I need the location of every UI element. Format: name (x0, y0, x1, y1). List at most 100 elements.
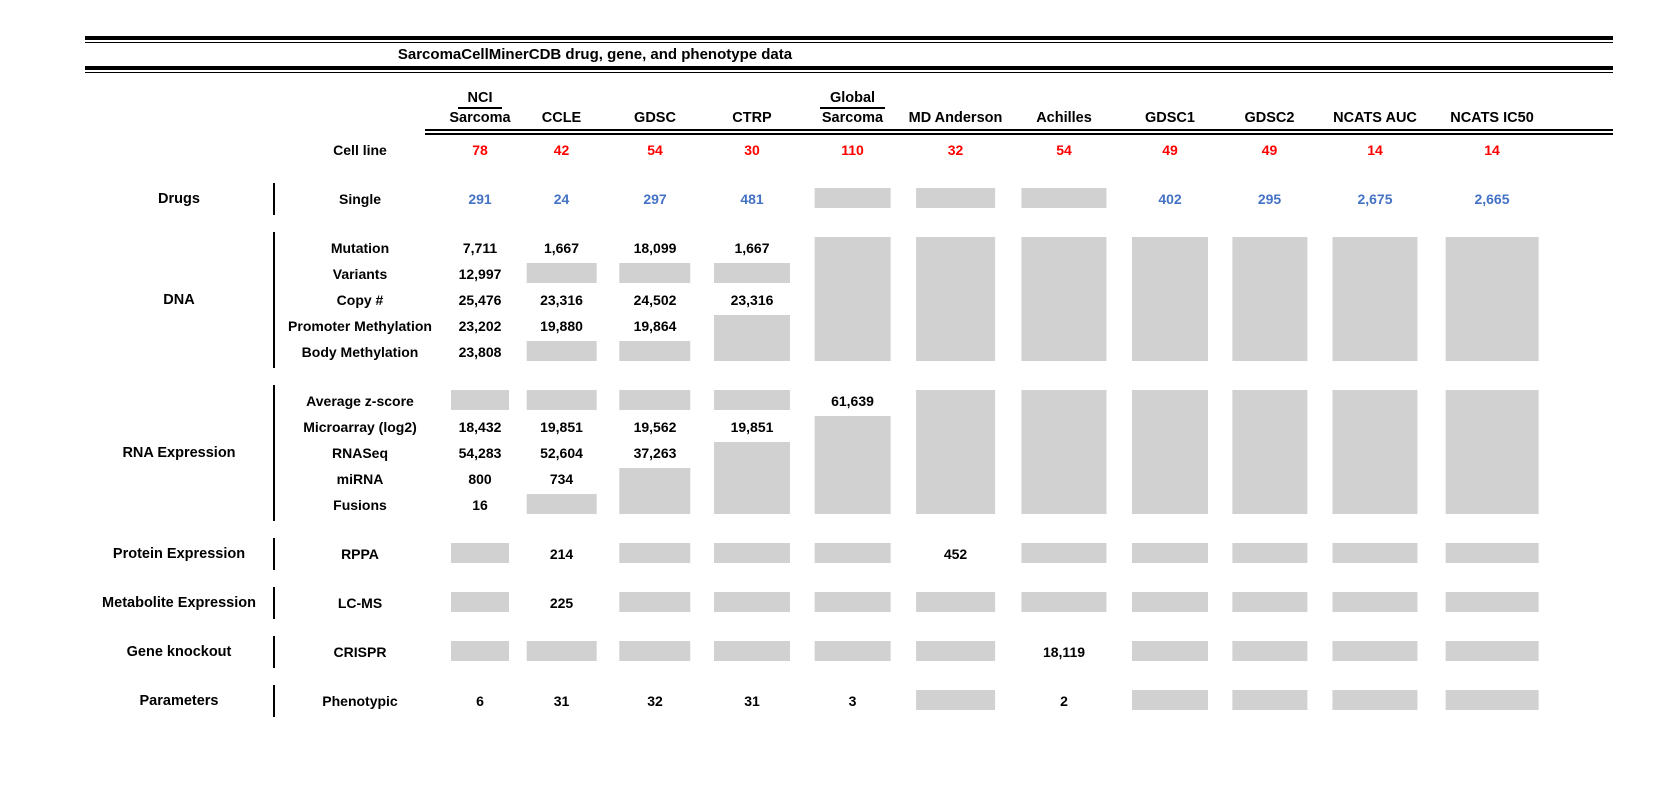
data-cell (515, 388, 608, 414)
section-divider (273, 232, 275, 368)
missing-data-box (1332, 690, 1418, 710)
section-dna: DNA Mutation 7,711 1,667 18,099 1,667 Variants… (85, 232, 1613, 368)
data-cell (1008, 287, 1120, 313)
data-cell (1319, 287, 1431, 313)
data-cell (515, 261, 608, 287)
data-cell (1431, 466, 1553, 492)
missing-data-box (619, 263, 691, 283)
missing-data-box (451, 543, 509, 563)
table-row: Promoter Methylation 23,202 19,880 19,864 (275, 313, 1553, 361)
missing-data-box (814, 543, 891, 563)
data-cell (1008, 590, 1120, 616)
data-cell: 61,639 (831, 393, 874, 409)
data-cell: 402 (1158, 191, 1182, 207)
data-cell: 32 (647, 693, 663, 709)
column-header-label: NCATS AUC (1333, 110, 1417, 126)
row-cells: 12,997 (445, 261, 1553, 287)
data-cell (1120, 313, 1220, 339)
column-header-label: CTRP (732, 110, 772, 126)
data-cell (1431, 492, 1553, 518)
column-header-gdsc2: GDSC2 (1220, 89, 1319, 127)
missing-data-box (451, 592, 509, 612)
data-cell (1008, 339, 1120, 365)
missing-data-box (915, 592, 996, 612)
data-cell: 3 (848, 693, 857, 709)
column-header-gdsc: GDSC (608, 89, 702, 127)
data-cell: 295 (1257, 191, 1282, 207)
data-cell (608, 339, 702, 365)
missing-data-box (619, 641, 691, 661)
data-cell (802, 235, 903, 361)
data-cell (608, 590, 702, 616)
missing-data-box (619, 390, 691, 410)
data-cell (802, 186, 903, 212)
row-cells: 214 452 (445, 541, 1553, 567)
row-cells: 18,432 19,851 19,562 19,851 (445, 414, 1553, 514)
data-cell (903, 466, 1008, 492)
missing-data-box (714, 442, 790, 514)
table-row: Mutation 7,711 1,667 18,099 1,667 (275, 235, 1553, 361)
data-cell (903, 440, 1008, 466)
cell-line-row: Cell line 78 42 54 30 110 32 54 49 49 14 14 (85, 137, 1613, 163)
data-cell (903, 388, 1008, 514)
missing-data-box (1445, 543, 1539, 563)
missing-data-box (915, 237, 996, 361)
data-cell (1431, 235, 1553, 361)
section-drugs: Drugs Single 291 24 297 481 402 295 2,675 2,665 (85, 183, 1613, 215)
category-label: Parameters (139, 693, 219, 709)
column-header-ccle: CCLE (515, 89, 608, 127)
data-cell (903, 313, 1008, 339)
data-cell (702, 440, 802, 514)
row-label: Copy # (336, 292, 384, 308)
data-cell (608, 541, 702, 567)
missing-data-box (526, 390, 597, 410)
data-cell (802, 313, 903, 339)
data-cell (1120, 339, 1220, 365)
missing-data-box (451, 641, 509, 661)
section-rows: Average z-score 61,639 Microarray (log2) 18… (275, 388, 1553, 518)
data-cell (1120, 235, 1220, 361)
section-rows: Single 291 24 297 481 402 295 2,675 2,665 (275, 186, 1553, 212)
header-rule (425, 129, 1613, 135)
missing-data-box (714, 543, 790, 563)
data-cell: 2,675 (1357, 191, 1393, 207)
data-cell (1319, 313, 1431, 339)
missing-data-box (1332, 237, 1418, 361)
row-cells: 225 (445, 590, 1553, 616)
data-cell: 18,432 (458, 419, 502, 435)
missing-data-box (1445, 237, 1539, 361)
data-cell (1319, 440, 1431, 466)
table-row: Body Methylation 23,808 (275, 339, 1553, 365)
data-cell: 19,864 (633, 318, 677, 334)
missing-data-box (1132, 237, 1208, 361)
section-gene-knockout: Gene knockout CRISPR 18,119 (85, 636, 1613, 668)
table-row: CRISPR 18,119 (275, 639, 1553, 665)
data-cell: 19,851 (540, 419, 583, 435)
missing-data-box (915, 390, 996, 514)
column-headers-row: NCI Sarcoma CCLE GDSC CTRP Global Sarcoma MD An… (85, 89, 1613, 127)
data-cell (1319, 235, 1431, 361)
table-row: Variants 12,997 (275, 261, 1553, 287)
data-cell (445, 541, 515, 567)
data-cell (702, 492, 802, 518)
data-cell (608, 639, 702, 665)
missing-data-box (1332, 390, 1418, 514)
data-cell (1220, 339, 1319, 365)
data-cell (1220, 440, 1319, 466)
data-cell (1008, 261, 1120, 287)
data-cell (1220, 639, 1319, 665)
data-cell (1220, 261, 1319, 287)
table-row: miRNA 800 734 (275, 466, 1553, 514)
row-label: Body Methylation (301, 344, 419, 360)
missing-data-box (1231, 641, 1308, 661)
column-header-label: NCATS IC50 (1450, 110, 1534, 126)
missing-data-box (714, 263, 790, 283)
column-header-label: GDSC (634, 110, 676, 126)
category-label: RNA Expression (122, 445, 236, 461)
column-header-achilles: Achilles (1008, 89, 1120, 127)
data-cell: 452 (943, 546, 968, 562)
row-label: Average z-score (306, 393, 414, 409)
data-cell: 19,880 (540, 318, 583, 334)
cell-line-count: 110 (841, 142, 864, 158)
data-cell (702, 639, 802, 665)
